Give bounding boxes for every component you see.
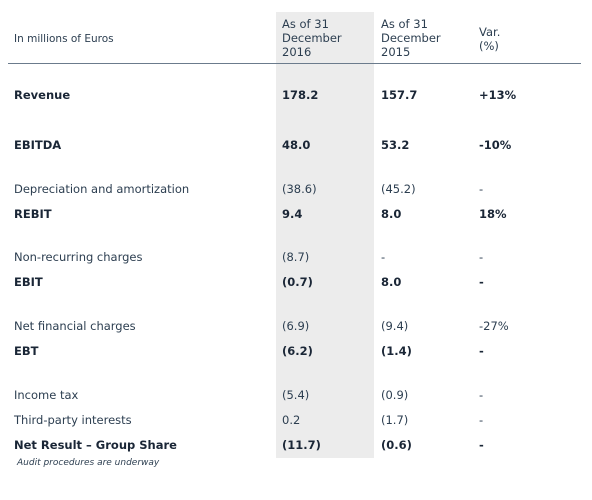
row-label: Depreciation and amortization: [14, 182, 190, 196]
variance: -: [479, 388, 484, 402]
row-label: EBT: [14, 344, 39, 358]
row-label: EBITDA: [14, 138, 62, 152]
variance: -: [479, 275, 484, 289]
value-2016: 9.4: [282, 207, 303, 221]
variance: 18%: [479, 207, 507, 221]
value-2015: (45.2): [381, 182, 416, 196]
value-2015: (1.4): [381, 344, 412, 358]
column-header-2015-line1: As of 31: [381, 17, 428, 31]
column-header-2015-line2: December: [381, 31, 441, 45]
value-2016: (8.7): [282, 250, 310, 264]
value-2016: 48.0: [282, 138, 311, 152]
highlighted-column-2016: [276, 12, 374, 458]
value-2016: (11.7): [282, 438, 321, 452]
value-2016: (6.9): [282, 319, 310, 333]
value-2016: 178.2: [282, 88, 319, 102]
variance: -: [479, 182, 484, 196]
variance: -27%: [479, 319, 509, 333]
column-header-2015: As of 31 December 2015: [381, 17, 441, 59]
value-2016: (0.7): [282, 275, 313, 289]
variance: -: [479, 438, 484, 452]
row-label: Third-party interests: [14, 413, 132, 427]
value-2015: -: [381, 250, 386, 264]
value-2015: 8.0: [381, 275, 402, 289]
value-2016: (6.2): [282, 344, 313, 358]
column-header-variance: Var. (%): [479, 25, 500, 53]
value-2015: 157.7: [381, 88, 418, 102]
column-header-variance-line1: Var.: [479, 25, 501, 39]
row-label: REBIT: [14, 207, 52, 221]
value-2015: (9.4): [381, 319, 409, 333]
value-2016: 0.2: [282, 413, 301, 427]
value-2015: 8.0: [381, 207, 402, 221]
row-label: Income tax: [14, 388, 79, 402]
units-label: In millions of Euros: [14, 33, 114, 45]
variance: -10%: [479, 138, 512, 152]
variance: +13%: [479, 88, 517, 102]
value-2015: 53.2: [381, 138, 410, 152]
variance: -: [479, 250, 484, 264]
column-header-2016-line3: 2016: [282, 45, 312, 59]
row-label: Net Result – Group Share: [14, 438, 177, 452]
row-label: Revenue: [14, 88, 71, 102]
column-header-2016: As of 31 December 2016: [282, 17, 342, 59]
footnote: Audit procedures are underway: [17, 458, 160, 468]
column-header-2016-line2: December: [282, 31, 342, 45]
value-2016: (38.6): [282, 182, 317, 196]
column-header-2015-line3: 2015: [381, 45, 411, 59]
column-header-2016-line1: As of 31: [282, 17, 329, 31]
variance: -: [479, 344, 484, 358]
row-label: Net financial charges: [14, 319, 136, 333]
header-divider: [8, 63, 581, 64]
value-2015: (0.6): [381, 438, 412, 452]
column-header-variance-line2: (%): [479, 39, 499, 53]
row-label: EBIT: [14, 275, 43, 289]
value-2015: (1.7): [381, 413, 409, 427]
row-label: Non-recurring charges: [14, 250, 143, 264]
value-2016: (5.4): [282, 388, 310, 402]
value-2015: (0.9): [381, 388, 409, 402]
variance: -: [479, 413, 484, 427]
